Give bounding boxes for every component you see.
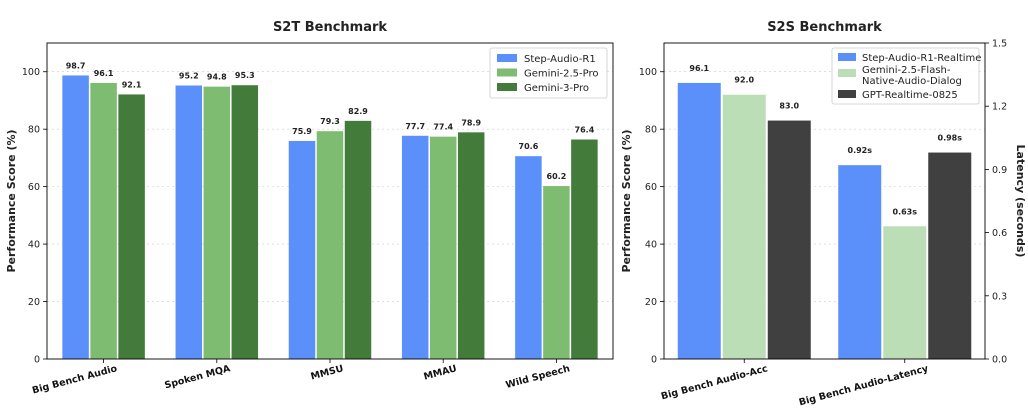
bar: [677, 82, 721, 359]
s2t-chart: 0 20 40 60 80 100 98.7 96.1 92.1 Big Bench Audio 9…: [5, 20, 614, 397]
bar: [203, 86, 231, 359]
legend: Step-Audio-R1 Gemini-2.5-Pro Gemini-3-Pro: [489, 47, 608, 99]
y-right-tick-label: 0.9: [992, 165, 1007, 176]
y-tick-label: 0: [34, 355, 40, 366]
legend-label: Step-Audio-R1: [524, 54, 596, 65]
y-right-tick-label: 0.3: [992, 291, 1007, 302]
bar: [288, 140, 316, 359]
bar: [457, 132, 485, 359]
data-label: 70.6: [519, 142, 539, 151]
data-label: 92.1: [122, 80, 142, 89]
x-tick-label: Wild Speech: [505, 363, 572, 391]
data-label: 92.0: [734, 76, 754, 85]
x-tick-label: MMSU: [310, 363, 345, 382]
data-label: 94.8: [207, 73, 227, 82]
data-label: 0.98s: [938, 134, 963, 143]
y-right-tick-label: 1.2: [992, 102, 1007, 113]
bar: [175, 85, 203, 360]
bar: [316, 131, 344, 359]
bar: [118, 94, 145, 360]
data-label: 0.92s: [848, 146, 873, 155]
legend: Step-Audio-R1-RealtimeGemini-2.5-Flash-N…: [831, 47, 981, 105]
y-tick-label: 40: [645, 240, 657, 251]
y-tick-label: 20: [645, 297, 657, 308]
x-tick-label: Big Bench Audio-Acc: [660, 363, 769, 402]
legend-label: Step-Audio-R1-Realtime: [862, 53, 981, 64]
bar: [543, 186, 570, 359]
bar: [838, 165, 882, 359]
y-right-tick-label: 1.5: [992, 39, 1007, 50]
y-right-tick-label: 0.0: [992, 355, 1007, 366]
legend-label: GPT-Realtime-0825: [862, 90, 958, 101]
x-tick-label: Big Bench Audio-Latency: [798, 363, 931, 408]
legend-label: Gemini-3-Pro: [524, 83, 589, 94]
y-right-tick-label: 0.6: [992, 228, 1007, 239]
y-tick-label: 100: [22, 67, 40, 78]
y-tick-label: 80: [28, 125, 40, 136]
bar: [515, 156, 542, 359]
legend-swatch: [497, 68, 517, 77]
s2s-chart: 0 20 40 60 80 100 0.0 0.3 0.6 0.9 1.2 1.5 96.1 92.0 83…: [620, 20, 1027, 408]
bar: [928, 152, 972, 359]
data-label: 76.4: [575, 126, 595, 135]
data-label: 95.3: [235, 71, 255, 80]
bar: [429, 136, 457, 359]
legend-swatch: [838, 53, 856, 61]
y-axis-label: Performance Score (%): [620, 129, 633, 272]
data-label: 75.9: [292, 127, 312, 136]
data-label: 79.3: [320, 117, 340, 126]
data-label: 96.1: [689, 64, 709, 73]
plot-frame: [46, 42, 614, 360]
bar: [767, 120, 811, 360]
bar: [571, 139, 598, 359]
legend-box: [831, 47, 980, 105]
y-right-axis-label: Latency (seconds): [1014, 145, 1027, 258]
bar: [90, 82, 117, 359]
legend-label: Gemini-2.5-Flash-: [862, 65, 951, 76]
x-tick-label: Big Bench Audio: [31, 363, 119, 396]
x-tick-label: Spoken MQA: [163, 363, 232, 391]
y-tick-label: 0: [651, 355, 657, 366]
y-tick-label: 60: [645, 182, 657, 193]
data-label: 77.7: [405, 122, 425, 131]
y-tick-label: 100: [639, 67, 657, 78]
data-label: 83.0: [779, 102, 799, 111]
bar: [62, 75, 89, 359]
legend-swatch: [497, 83, 517, 91]
y-tick-label: 40: [28, 240, 40, 251]
bar: [231, 85, 259, 359]
data-label: 77.4: [433, 123, 453, 132]
y-tick-label: 20: [28, 297, 40, 308]
legend-swatch: [838, 69, 856, 77]
plot-frame: [663, 42, 986, 360]
legend-swatch: [497, 54, 517, 62]
data-label: 78.9: [461, 118, 481, 127]
data-label: 96.1: [94, 69, 114, 78]
y-axis-label: Performance Score (%): [5, 129, 18, 272]
y-tick-label: 80: [645, 125, 657, 136]
x-tick-label: MMAU: [423, 363, 458, 382]
bar: [401, 135, 429, 359]
bar: [883, 226, 927, 359]
chart-title: S2T Benchmark: [273, 20, 387, 35]
legend-swatch: [838, 90, 856, 98]
legend-box: [489, 47, 608, 99]
bar: [722, 94, 766, 359]
bar: [344, 120, 372, 359]
legend-label: Native-Audio-Dialog: [862, 76, 962, 87]
data-label: 82.9: [348, 107, 368, 116]
data-label: 95.2: [179, 72, 199, 81]
chart-title: S2S Benchmark: [767, 20, 882, 35]
legend-label: Gemini-2.5-Pro: [524, 69, 599, 80]
data-label: 98.7: [66, 61, 86, 70]
y-tick-label: 60: [28, 182, 40, 193]
data-label: 0.63s: [893, 207, 918, 216]
data-label: 60.2: [547, 172, 567, 181]
